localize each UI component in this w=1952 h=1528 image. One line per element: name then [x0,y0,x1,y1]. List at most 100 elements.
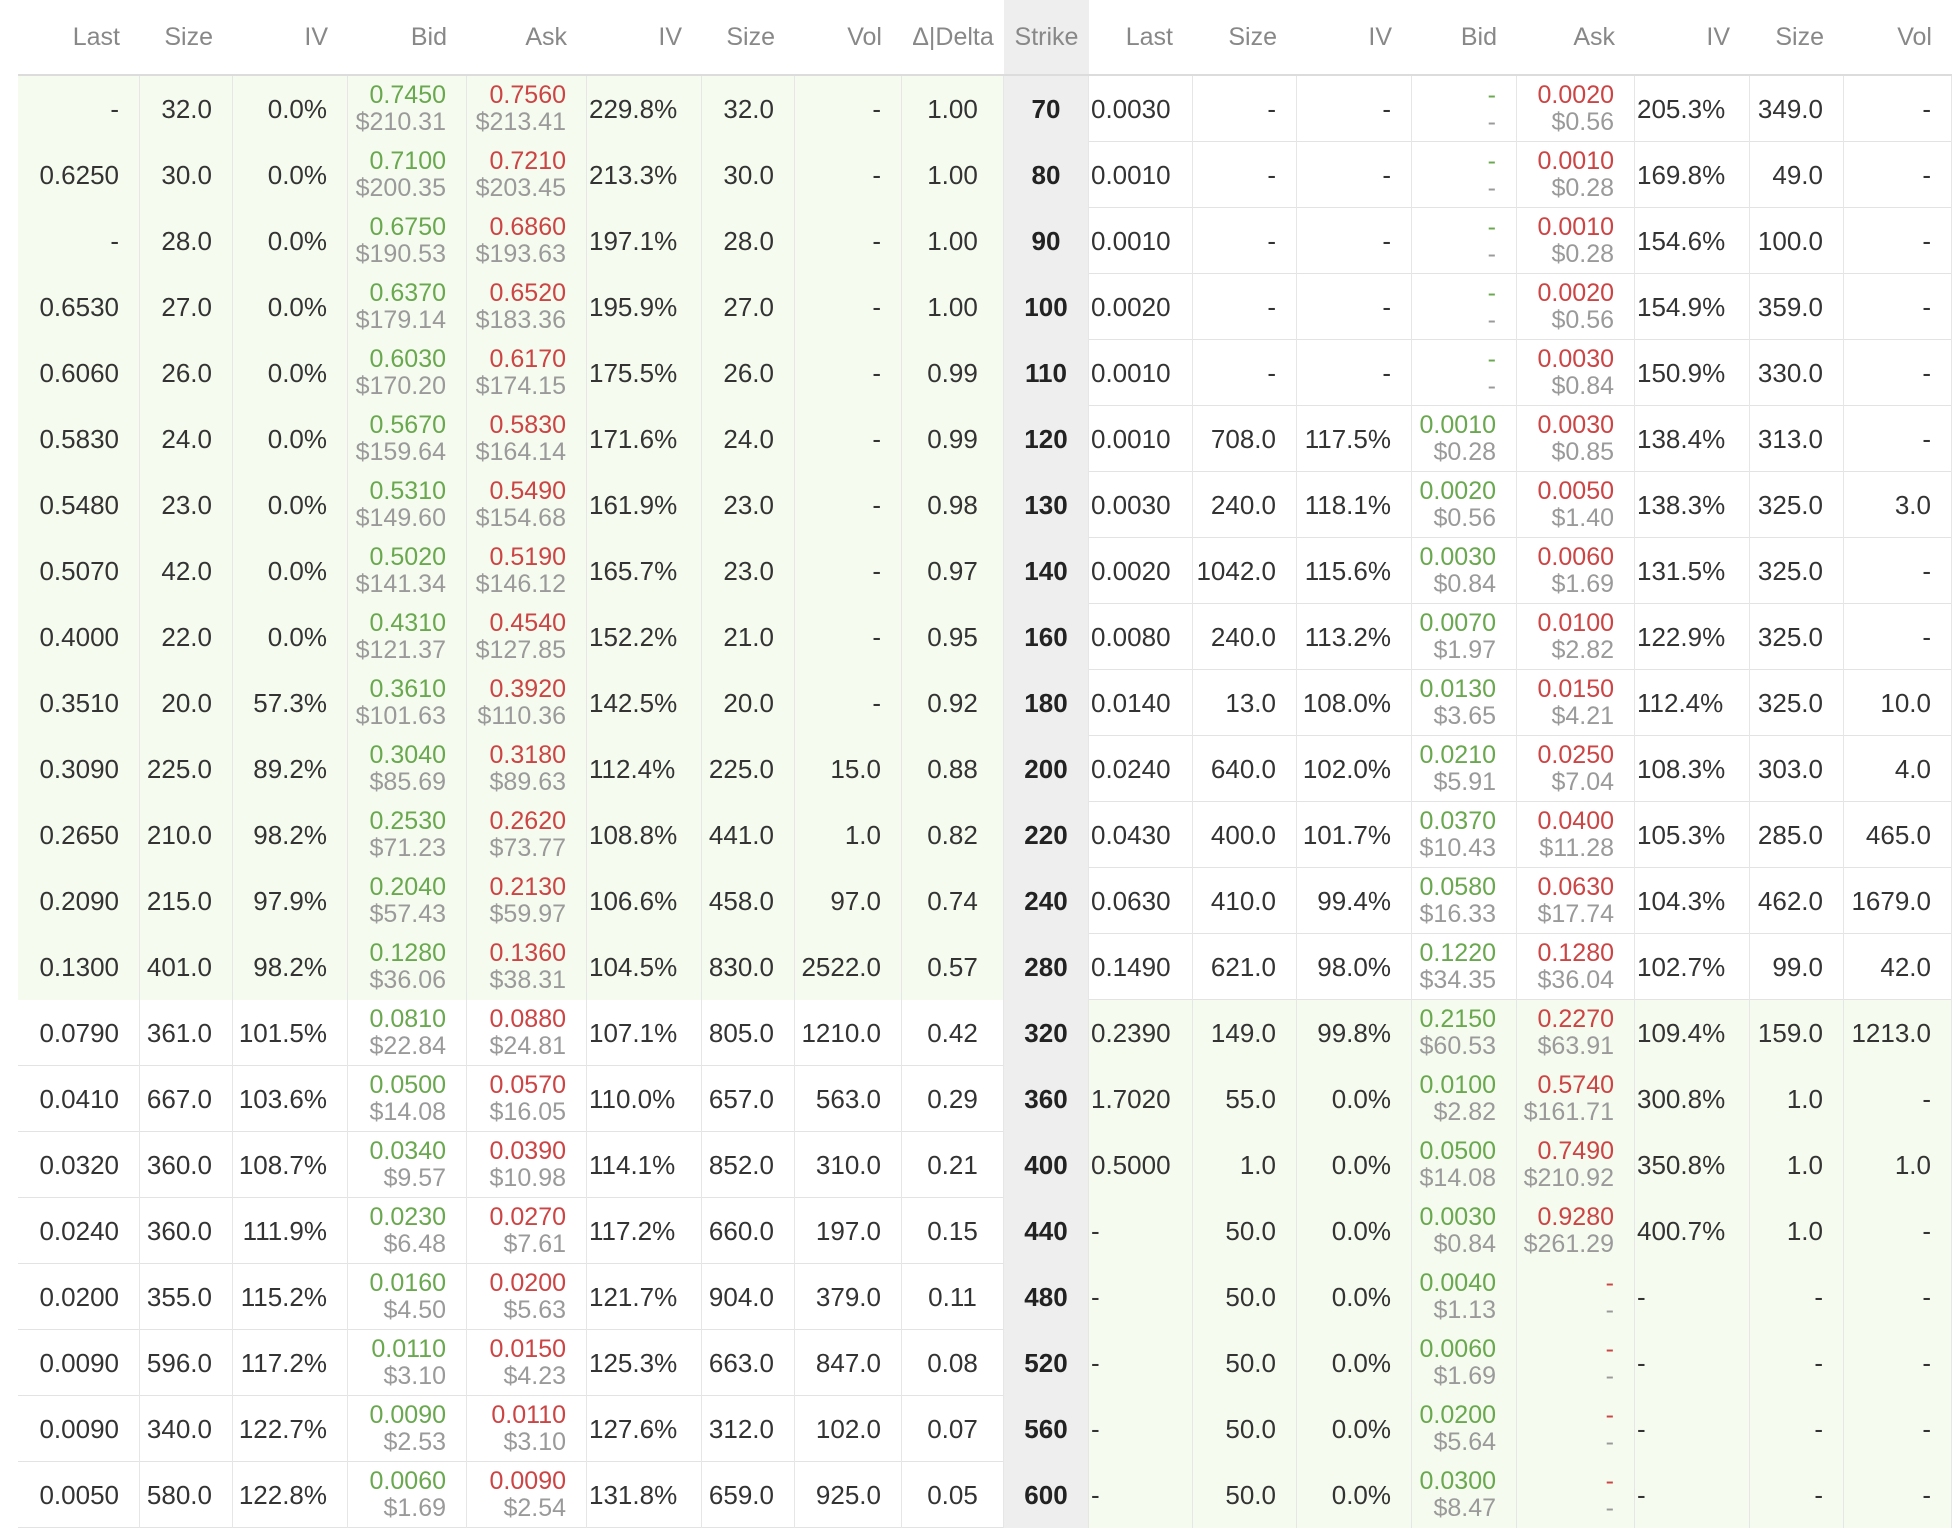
put-bid-cell[interactable]: 0.0060 $1.69 [1412,1330,1517,1396]
table-row[interactable] [18,1132,1952,1198]
put-bid-cell[interactable]: 0.0200 $5.64 [1412,1396,1517,1462]
put-bid-cell[interactable]: 0.0370 $10.43 [1412,802,1517,868]
call-bid-cell[interactable]: 0.7450 $210.31 [348,76,467,142]
call-bid-cell[interactable]: 0.6370 $179.14 [348,274,467,340]
put-bid-cell[interactable]: -- [1412,274,1517,340]
call-bid-cell[interactable]: 0.2530 $71.23 [348,802,467,868]
call-ask-cell[interactable]: 0.0570 $16.05 [467,1066,587,1132]
call-ask-cell[interactable]: 0.6520 $183.36 [467,274,587,340]
put-ask-cell[interactable]: -- [1517,1462,1635,1528]
call-ask-cell[interactable]: 0.2620 $73.77 [467,802,587,868]
put-bid-cell[interactable]: -- [1412,142,1517,208]
put-ask-cell[interactable]: 0.0050 $1.40 [1517,472,1635,538]
put-ask-cell[interactable]: 0.0020 $0.56 [1517,274,1635,340]
put-bid-cell[interactable]: 0.0070 $1.97 [1412,604,1517,670]
table-row[interactable] [18,1264,1952,1330]
call-bid-cell[interactable]: 0.0810 $22.84 [348,1000,467,1066]
put-bid-cell[interactable]: -- [1412,340,1517,406]
call-ask-cell[interactable]: 0.0200 $5.63 [467,1264,587,1330]
put-ask-cell[interactable]: -- [1517,1330,1635,1396]
call-bid-cell[interactable]: 0.7100 $200.35 [348,142,467,208]
put-ask-cell[interactable]: 0.0010 $0.28 [1517,208,1635,274]
call-bid-cell[interactable]: 0.5020 $141.34 [348,538,467,604]
col-call-vol-header[interactable]: Vol [795,0,902,76]
put-ask-cell[interactable]: 0.0060 $1.69 [1517,538,1635,604]
put-bid-cell[interactable]: 0.0210 $5.91 [1412,736,1517,802]
put-bid-cell[interactable]: -- [1412,208,1517,274]
call-ask-cell[interactable]: 0.4540 $127.85 [467,604,587,670]
col-put-size-header[interactable]: Size [1750,0,1844,76]
call-ask-cell[interactable]: 0.5190 $146.12 [467,538,587,604]
put-ask-cell[interactable]: 0.0100 $2.82 [1517,604,1635,670]
table-row[interactable] [18,1198,1952,1264]
put-ask-cell[interactable]: -- [1517,1396,1635,1462]
call-ask-cell[interactable]: 0.0880 $24.81 [467,1000,587,1066]
call-bid-cell[interactable]: 0.0340 $9.57 [348,1132,467,1198]
put-ask-cell[interactable]: 0.9280 $261.29 [1517,1198,1635,1264]
col-call-bid-header[interactable]: Bid [348,0,467,76]
put-bid-cell[interactable]: 0.2150 $60.53 [1412,1000,1517,1066]
call-bid-cell[interactable]: 0.6030 $170.20 [348,340,467,406]
col-call-size-header[interactable]: Size [702,0,795,76]
call-bid-cell[interactable]: 0.0230 $6.48 [348,1198,467,1264]
call-ask-cell[interactable]: 0.5830 $164.14 [467,406,587,472]
col-put-ask-header[interactable]: Ask [1517,0,1635,76]
col-delta-header[interactable]: Δ|Delta [902,0,1004,76]
table-row[interactable] [18,1000,1952,1066]
col-put-iv-header[interactable]: IV [1297,0,1412,76]
call-bid-cell[interactable]: 0.0500 $14.08 [348,1066,467,1132]
col-call-last-header[interactable]: Last [18,0,140,76]
col-strike-header[interactable]: Strike [1004,0,1089,76]
call-bid-cell[interactable]: 0.0110 $3.10 [348,1330,467,1396]
col-call-iv-header[interactable]: IV [233,0,348,76]
call-ask-cell[interactable]: 0.1360 $38.31 [467,934,587,1000]
put-ask-cell[interactable]: -- [1517,1264,1635,1330]
put-ask-cell[interactable]: 0.0030 $0.85 [1517,406,1635,472]
call-bid-cell[interactable]: 0.6750 $190.53 [348,208,467,274]
call-ask-cell[interactable]: 0.7560 $213.41 [467,76,587,142]
put-bid-cell[interactable]: 0.0100 $2.82 [1412,1066,1517,1132]
put-ask-cell[interactable]: 0.0010 $0.28 [1517,142,1635,208]
put-bid-cell[interactable]: 0.0030 $0.84 [1412,538,1517,604]
call-ask-cell[interactable]: 0.0150 $4.23 [467,1330,587,1396]
put-bid-cell[interactable]: 0.1220 $34.35 [1412,934,1517,1000]
table-row[interactable] [18,1066,1952,1132]
put-bid-cell[interactable]: 0.0300 $8.47 [1412,1462,1517,1528]
col-call-iv-header[interactable]: IV [587,0,702,76]
col-put-size-header[interactable]: Size [1193,0,1297,76]
call-bid-cell[interactable]: 0.2040 $57.43 [348,868,467,934]
call-ask-cell[interactable]: 0.7210 $203.45 [467,142,587,208]
col-put-last-header[interactable]: Last [1089,0,1193,76]
put-ask-cell[interactable]: 0.0150 $4.21 [1517,670,1635,736]
call-bid-cell[interactable]: 0.4310 $121.37 [348,604,467,670]
put-ask-cell[interactable]: 0.1280 $36.04 [1517,934,1635,1000]
put-ask-cell[interactable]: 0.0250 $7.04 [1517,736,1635,802]
call-bid-cell[interactable]: 0.0160 $4.50 [348,1264,467,1330]
call-bid-cell[interactable]: 0.0090 $2.53 [348,1396,467,1462]
call-ask-cell[interactable]: 0.3180 $89.63 [467,736,587,802]
put-ask-cell[interactable]: 0.0020 $0.56 [1517,76,1635,142]
call-ask-cell[interactable]: 0.3920 $110.36 [467,670,587,736]
call-bid-cell[interactable]: 0.5310 $149.60 [348,472,467,538]
put-bid-cell[interactable]: 0.0010 $0.28 [1412,406,1517,472]
col-call-size-header[interactable]: Size [140,0,233,76]
put-bid-cell[interactable]: 0.0130 $3.65 [1412,670,1517,736]
put-ask-cell[interactable]: 0.0630 $17.74 [1517,868,1635,934]
put-bid-cell[interactable]: 0.0020 $0.56 [1412,472,1517,538]
put-bid-cell[interactable]: -- [1412,76,1517,142]
call-ask-cell[interactable]: 0.0110 $3.10 [467,1396,587,1462]
call-ask-cell[interactable]: 0.0390 $10.98 [467,1132,587,1198]
put-ask-cell[interactable]: 0.7490 $210.92 [1517,1132,1635,1198]
call-bid-cell[interactable]: 0.3610 $101.63 [348,670,467,736]
call-bid-cell[interactable]: 0.1280 $36.06 [348,934,467,1000]
col-put-vol-header[interactable]: Vol [1844,0,1952,76]
call-bid-cell[interactable]: 0.5670 $159.64 [348,406,467,472]
call-ask-cell[interactable]: 0.6860 $193.63 [467,208,587,274]
put-ask-cell[interactable]: 0.0400 $11.28 [1517,802,1635,868]
col-put-iv-header[interactable]: IV [1635,0,1750,76]
put-ask-cell[interactable]: 0.2270 $63.91 [1517,1000,1635,1066]
put-bid-cell[interactable]: 0.0030 $0.84 [1412,1198,1517,1264]
put-ask-cell[interactable]: 0.0030 $0.84 [1517,340,1635,406]
put-bid-cell[interactable]: 0.0500 $14.08 [1412,1132,1517,1198]
put-bid-cell[interactable]: 0.0580 $16.33 [1412,868,1517,934]
